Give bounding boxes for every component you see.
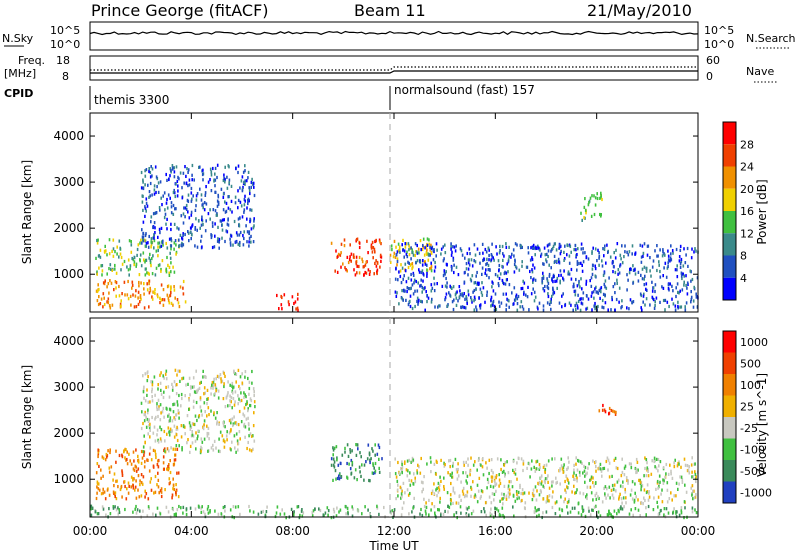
power-y-ticks: 1000 2000 3000 4000	[53, 129, 698, 281]
nave-tick-top: 60	[706, 54, 720, 67]
freq-label: Freq.	[18, 54, 45, 67]
freq-tick-top: 18	[56, 54, 70, 67]
nsky-strip-frame	[89, 21, 699, 51]
velocity-echo-region-2	[330, 443, 383, 483]
colorbar-tick-label: 4	[740, 272, 747, 285]
velocity-echo-region-5	[598, 403, 617, 416]
colorbar-tick-label: 20	[740, 183, 754, 196]
power-echo-region-0	[95, 279, 187, 310]
cpid-mode-1-label: normalsound (fast) 157	[394, 83, 535, 97]
colorbar-tick-label: -25	[740, 422, 758, 435]
nave-tick-bottom: 0	[706, 70, 713, 83]
colorbar-tick-label: 8	[740, 250, 747, 263]
colorbar-segment	[723, 438, 736, 460]
freq-trace	[90, 70, 698, 74]
freq-unit: [MHz]	[4, 67, 36, 80]
velocity-y-ticks: 1000 2000 3000 4000	[53, 334, 698, 486]
power-echo-region-3	[276, 292, 299, 312]
y-tick-label: 3000	[53, 380, 84, 394]
power-echo-region-2	[140, 163, 256, 250]
colorbar-segment	[723, 144, 736, 167]
colorbar-tick-label: 25	[740, 400, 754, 413]
colorbar-segment	[723, 122, 736, 145]
power-echo-region-1	[95, 238, 180, 277]
time-axis-ticks: 00:00 04:00 08:00 12:00 16:00 20:00 00:00	[73, 113, 716, 538]
colorbar-segment	[723, 211, 736, 234]
colorbar-tick-label: -1000	[740, 486, 772, 499]
date-title: 21/May/2010	[587, 1, 692, 20]
power-echo-region-4	[330, 237, 383, 277]
time-tick-label: 04:00	[174, 524, 209, 538]
nsky-tick-top: 10^5	[50, 24, 80, 37]
y-tick-label: 1000	[53, 472, 84, 486]
velocity-colorbar-label: Velocity [m s^-1]	[755, 373, 769, 477]
beam-title: Beam 11	[354, 1, 426, 20]
cpid-mode-0-label: themis 3300	[94, 93, 169, 107]
nsky-trace	[89, 30, 699, 36]
colorbar-tick-label: -500	[740, 465, 765, 478]
time-tick-label: 20:00	[579, 524, 614, 538]
colorbar-segment	[723, 233, 736, 256]
power-ylabel: Slant Range [km]	[20, 160, 34, 264]
time-axis-label: Time UT	[368, 539, 419, 553]
nsearch-tick-bottom: 10^0	[704, 38, 734, 51]
cpid-label: CPID	[4, 87, 33, 100]
power-echo-region-6	[394, 242, 699, 312]
power-colorbar: 4 8 12 16 20 24 28	[722, 121, 754, 301]
velocity-echo-region-3	[394, 456, 699, 506]
y-tick-label: 4000	[53, 129, 84, 143]
colorbar-tick-label: -100	[740, 443, 765, 456]
nsky-tick-bottom: 10^0	[50, 38, 80, 51]
station-title: Prince George (fitACF)	[91, 1, 269, 20]
colorbar-segment	[723, 460, 736, 482]
colorbar-tick-label: 500	[740, 357, 761, 370]
colorbar-segment	[723, 395, 736, 417]
velocity-heatmap	[90, 368, 699, 520]
colorbar-segment	[723, 166, 736, 189]
y-tick-label: 2000	[53, 221, 84, 235]
colorbar-segment	[723, 352, 736, 374]
y-tick-label: 3000	[53, 175, 84, 189]
time-tick-label: 16:00	[478, 524, 513, 538]
time-tick-label: 08:00	[275, 524, 310, 538]
colorbar-tick-label: 28	[740, 138, 754, 151]
colorbar-tick-label: 100	[740, 379, 761, 392]
time-tick-label: 12:00	[377, 524, 412, 538]
power-echo-region-7	[580, 191, 603, 222]
velocity-colorbar: 1000 500 100 25 -25 -100 -500 -1000	[722, 330, 772, 504]
velocity-echo-region-0	[95, 447, 180, 501]
freq-tick-bottom: 8	[62, 70, 69, 83]
nave-label: Nave	[746, 65, 774, 78]
colorbar-segment	[723, 417, 736, 439]
colorbar-tick-label: 1000	[740, 336, 768, 349]
time-tick-label: 00:00	[681, 524, 716, 538]
colorbar-tick-label: 16	[740, 205, 754, 218]
freq-strip-frame	[89, 55, 699, 81]
velocity-echo-region-1	[140, 368, 256, 455]
colorbar-segment	[723, 277, 736, 300]
y-tick-label: 1000	[53, 267, 84, 281]
time-tick-label: 00:00	[73, 524, 108, 538]
colorbar-segment	[723, 331, 736, 353]
colorbar-tick-label: 12	[740, 227, 754, 240]
colorbar-tick-label: 24	[740, 161, 754, 174]
nsearch-tick-top: 10^5	[704, 24, 734, 37]
colorbar-segment	[723, 188, 736, 211]
y-tick-label: 4000	[53, 334, 84, 348]
y-tick-label: 2000	[53, 426, 84, 440]
colorbar-segment	[723, 255, 736, 278]
velocity-ylabel: Slant Range [km]	[20, 365, 34, 469]
nsearch-label: N.Search	[746, 32, 796, 45]
power-heatmap	[95, 163, 699, 312]
power-colorbar-label: Power [dB]	[755, 179, 769, 244]
colorbar-segment	[723, 374, 736, 396]
nave-trace	[90, 66, 698, 71]
power-panel-frame	[89, 112, 699, 313]
velocity-echo-region-4	[90, 504, 698, 520]
nsky-label: N.Sky	[2, 32, 34, 45]
colorbar-segment	[723, 481, 736, 503]
